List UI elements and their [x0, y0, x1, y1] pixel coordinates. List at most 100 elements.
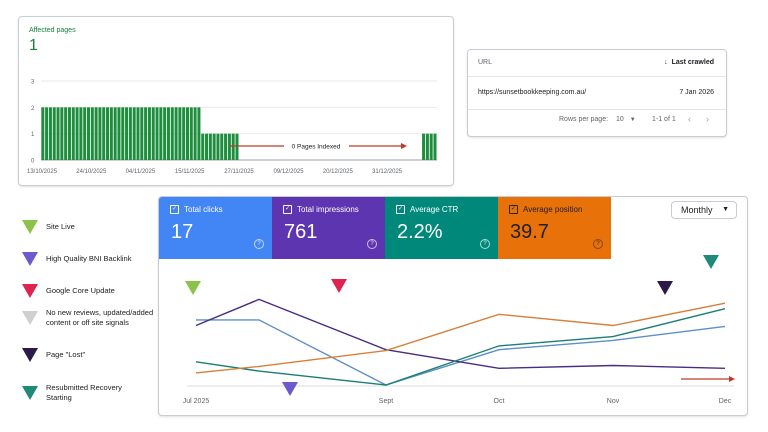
metric-average-ctr[interactable]: ✓ Average CTR 2.2% ?: [385, 197, 498, 259]
bar: [189, 107, 193, 160]
x-tick-label: 15/11/2025: [175, 169, 205, 175]
bar: [185, 107, 189, 160]
bar: [94, 107, 98, 160]
date-granularity-dropdown[interactable]: Monthly ▼: [671, 201, 737, 219]
bar: [79, 107, 83, 160]
y-tick-label: 2: [31, 106, 35, 112]
triangle-down-icon: [22, 252, 38, 266]
bar: [106, 107, 110, 160]
bar: [147, 107, 151, 160]
bar: [60, 107, 64, 160]
bar: [224, 133, 228, 160]
bar: [136, 107, 140, 160]
legend-label: Site Live: [46, 222, 75, 231]
triangle-down-icon: [22, 220, 38, 234]
legend-item-core-update: Google Core Update: [22, 284, 115, 298]
arrow-head-icon: [729, 376, 735, 382]
triangle-down-icon: [22, 386, 38, 400]
bar: [425, 133, 429, 160]
x-tick-label: 20/12/2025: [323, 169, 354, 175]
backlink-marker-icon: [282, 382, 298, 396]
bar: [159, 107, 163, 160]
help-icon[interactable]: ?: [480, 239, 490, 249]
bar: [48, 107, 52, 160]
arrow-head-icon: [401, 143, 407, 149]
triangle-down-icon: [22, 284, 38, 298]
page-range: 1-1 of 1: [652, 116, 676, 123]
bar: [197, 107, 201, 160]
legend-item-page-lost: Page "Lost": [22, 348, 85, 362]
bar: [86, 107, 90, 160]
bar: [193, 107, 197, 160]
x-tick-label: Sept: [379, 398, 393, 405]
bar: [41, 107, 45, 160]
affected-pages-label: Affected pages: [29, 27, 76, 34]
bar: [216, 133, 220, 160]
metric-label: ✓ Total impressions: [283, 205, 359, 214]
site-live-marker-icon: [185, 281, 201, 295]
help-icon[interactable]: ?: [593, 239, 603, 249]
affected-pages-bar-chart: 3 2 1 0 13/10/2025 24/10/2025 04/11/2025 15/11/…: [27, 80, 437, 175]
bar: [117, 107, 121, 160]
bar: [201, 133, 205, 160]
dropdown-value: Monthly: [681, 205, 713, 215]
x-tick-label: 24/10/2025: [76, 169, 107, 175]
x-tick-label: Oct: [494, 398, 505, 405]
rows-per-page-select[interactable]: 10 ▼: [616, 116, 636, 123]
bar: [174, 107, 178, 160]
bar: [166, 107, 170, 160]
next-page-icon[interactable]: ›: [706, 114, 709, 124]
bar: [56, 107, 60, 160]
legend-item-site-live: Site Live: [22, 220, 75, 234]
bar: [144, 107, 148, 160]
rows-per-page-label: Rows per page:: [559, 116, 609, 123]
bar: [178, 107, 182, 160]
metric-value: 17: [171, 221, 194, 243]
metric-total-clicks[interactable]: ✓ Total clicks 17 ?: [159, 197, 272, 259]
legend-item-backlink: High Quality BNI Backlink: [22, 252, 131, 266]
metric-label-text: Total clicks: [184, 205, 223, 214]
series-line: [195, 302, 726, 374]
help-icon[interactable]: ?: [367, 239, 377, 249]
bar: [422, 133, 426, 160]
x-tick-label: Nov: [607, 398, 620, 405]
bar: [429, 133, 433, 160]
chevron-down-icon: ▼: [629, 117, 636, 123]
checkbox-checked-icon[interactable]: ✓: [283, 205, 292, 214]
last-crawled-cell: 7 Jan 2026: [679, 89, 714, 96]
bar: [71, 107, 75, 160]
metric-average-position[interactable]: ✓ Average position 39.7 ?: [498, 197, 611, 259]
series-line: [195, 298, 726, 370]
triangle-down-icon: [22, 348, 38, 362]
last-crawled-column-header[interactable]: ↓ Last crawled: [664, 59, 714, 66]
url-table-card: URL ↓ Last crawled https://sunsetbookkeep…: [467, 49, 727, 137]
x-tick-label: 13/10/2025: [27, 169, 58, 175]
rows-per-page-value: 10: [616, 116, 624, 123]
bar: [132, 107, 136, 160]
bar: [102, 107, 106, 160]
sort-arrow-down-icon: ↓: [664, 59, 668, 66]
table-row[interactable]: https://sunsetbookkeeping.com.au/ 7 Jan …: [468, 77, 726, 110]
legend-label: Google Core Update: [46, 286, 115, 295]
prev-page-icon[interactable]: ‹: [688, 114, 691, 124]
bar: [151, 107, 155, 160]
performance-card: ✓ Total clicks 17 ? ✓ Total impressions 76…: [158, 196, 748, 416]
metric-total-impressions[interactable]: ✓ Total impressions 761 ?: [272, 197, 385, 259]
url-cell[interactable]: https://sunsetbookkeeping.com.au/: [478, 89, 587, 96]
bar: [155, 107, 159, 160]
triangle-down-icon: [22, 311, 38, 325]
metric-label: ✓ Average CTR: [396, 205, 458, 214]
bar: [433, 133, 437, 160]
bar: [205, 133, 209, 160]
url-column-header[interactable]: URL: [478, 59, 493, 66]
legend-item-recovery: Resubmitted Recovery Starting: [22, 383, 126, 403]
recovery-marker-icon: [703, 255, 719, 269]
checkbox-checked-icon[interactable]: ✓: [509, 205, 518, 214]
metric-value: 2.2%: [397, 221, 443, 243]
affected-pages-value: 1: [29, 37, 38, 54]
checkbox-checked-icon[interactable]: ✓: [396, 205, 405, 214]
checkbox-checked-icon[interactable]: ✓: [170, 205, 179, 214]
metric-value: 39.7: [510, 221, 549, 243]
help-icon[interactable]: ?: [254, 239, 264, 249]
bar: [64, 107, 68, 160]
